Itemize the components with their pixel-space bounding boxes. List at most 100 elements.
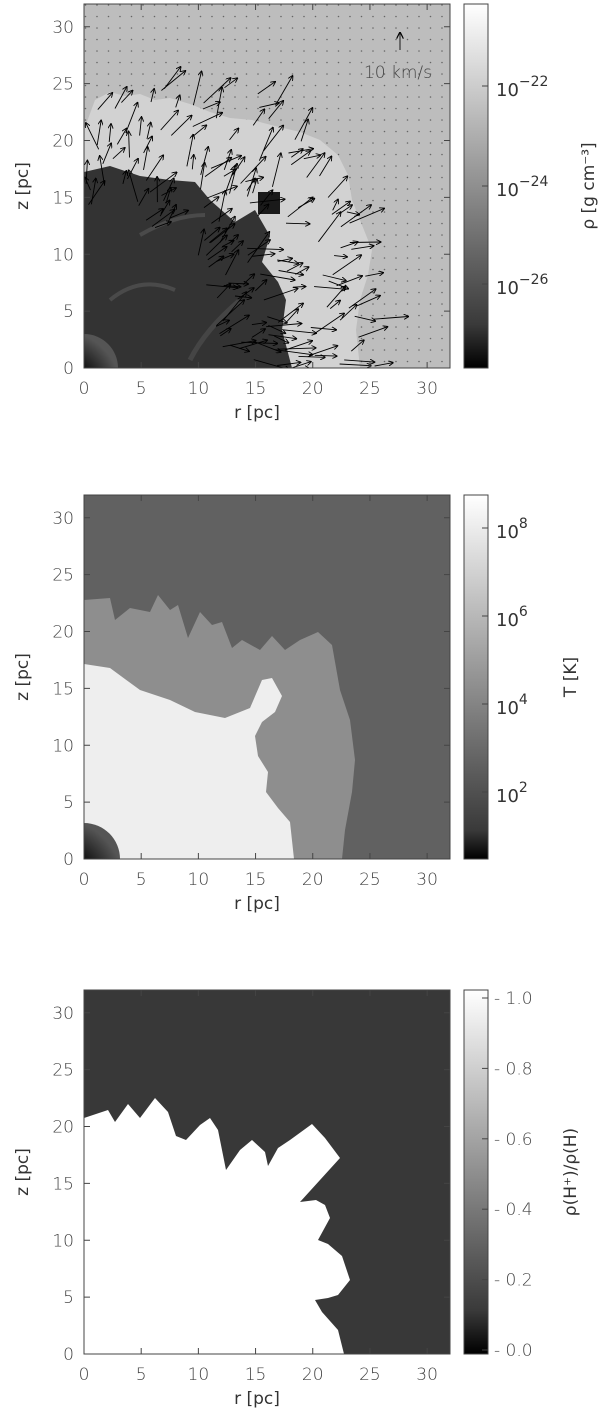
- velocity-vector: [121, 91, 132, 103]
- velocity-vector: [97, 93, 113, 110]
- density-filament: [139, 213, 206, 237]
- velocity-key: 10 km/s: [364, 33, 432, 83]
- ionization-cbtick-label: - 0.0: [494, 1341, 533, 1361]
- density-xtick-label: 10: [188, 379, 210, 399]
- density-ytick-label: 0: [63, 359, 74, 379]
- velocity-vector: [209, 228, 227, 244]
- density-ytick-label: 25: [52, 75, 74, 95]
- density-xtick-label: 5: [136, 379, 147, 399]
- ionization-ytick-label: 20: [52, 1118, 74, 1138]
- velocity-vector: [275, 349, 312, 355]
- temperature-cbtick-label: 102: [496, 780, 528, 807]
- velocity-vector: [122, 171, 126, 185]
- velocity-vector: [374, 363, 393, 367]
- temperature-xtick-label: 10: [188, 870, 210, 890]
- velocity-vector: [338, 205, 352, 215]
- velocity-vector: [334, 256, 347, 257]
- velocity-vector: [170, 116, 191, 136]
- density-frame: [83, 3, 451, 369]
- velocity-vector: [275, 76, 293, 106]
- ionization-panel: [84, 990, 450, 1354]
- velocity-vector: [303, 155, 321, 160]
- ionization-ytick-label: 10: [52, 1231, 74, 1251]
- density-xtick-label: 15: [245, 379, 267, 399]
- ionization-cbtick-label: - 0.2: [494, 1271, 533, 1291]
- velocity-vector: [286, 309, 298, 323]
- velocity-vector: [204, 158, 231, 177]
- temperature-ylabel: z [pc]: [13, 653, 33, 701]
- velocity-vector: [318, 212, 340, 243]
- ionization-ytick-label: 30: [52, 1004, 74, 1024]
- velocity-vector: [277, 348, 316, 349]
- temperature-ytick-label: 25: [52, 566, 74, 586]
- velocity-vector: [85, 178, 91, 191]
- velocity-vector: [205, 235, 227, 256]
- velocity-vector: [267, 316, 287, 323]
- velocity-vector: [154, 222, 171, 229]
- density-xtick-label: 0: [79, 379, 90, 399]
- velocity-vector: [216, 284, 230, 299]
- velocity-vector: [332, 255, 362, 276]
- velocity-vector: [225, 250, 239, 276]
- velocity-key-label: 10 km/s: [364, 63, 432, 83]
- temperature-ytick-label: 10: [52, 736, 74, 756]
- velocity-vector: [254, 280, 266, 292]
- velocity-vector: [207, 247, 227, 261]
- ionization-xtick-label: 0: [79, 1365, 90, 1385]
- ionization-xtick-label: 5: [136, 1365, 147, 1385]
- velocity-vector: [253, 359, 290, 368]
- velocity-vector: [247, 240, 270, 256]
- velocity-vector: [249, 199, 285, 204]
- velocity-vector: [257, 82, 275, 95]
- velocity-vector: [186, 135, 193, 167]
- ionization-ytick-label: 25: [52, 1061, 74, 1081]
- velocity-vector: [114, 87, 127, 109]
- velocity-vector: [129, 132, 130, 158]
- ionization-cbtick-label: - 0.6: [494, 1130, 533, 1150]
- velocity-vector: [258, 128, 273, 161]
- ionization-xtick-label: 10: [188, 1365, 210, 1385]
- velocity-vector: [263, 289, 298, 301]
- density-ytick-label: 5: [63, 302, 74, 322]
- ionization-frame: [83, 989, 451, 1355]
- velocity-vector: [340, 205, 371, 228]
- velocity-vector: [349, 242, 381, 243]
- temperature-xtick-label: 20: [302, 870, 324, 890]
- temperature-colorbar-ramp: [463, 494, 489, 860]
- velocity-vector: [354, 315, 376, 321]
- velocity-vector: [210, 156, 241, 169]
- velocity-vector: [169, 211, 188, 219]
- velocity-vector: [319, 157, 332, 177]
- temperature-cbtick-label: 106: [496, 604, 528, 631]
- velocity-vector: [219, 315, 249, 334]
- velocity-vector: [247, 232, 270, 263]
- density-xtick-label: 25: [359, 379, 381, 399]
- velocity-vector: [231, 241, 243, 253]
- temperature-ytick-label: 30: [52, 509, 74, 529]
- ionization-hii-region: [84, 1098, 350, 1354]
- velocity-vector: [332, 200, 338, 211]
- velocity-vector: [202, 102, 220, 110]
- velocity-vector: [277, 362, 300, 366]
- density-cbtick-label: 10−26: [496, 272, 549, 299]
- axes-layer: 0 5 10 15 20 25 30 0 5 10 15 20 25 30 r [pc] z [pc] 0 5 10…: [13, 4, 450, 1409]
- velocity-vector: [109, 124, 111, 142]
- ionization-xtick-label: 30: [416, 1365, 438, 1385]
- velocity-vector: [151, 89, 154, 103]
- velocity-vector: [143, 137, 153, 154]
- velocity-vector: [175, 95, 180, 108]
- velocity-vector: [252, 254, 274, 256]
- ionization-ytick-label: 0: [63, 1345, 74, 1365]
- velocity-vector: [191, 125, 206, 138]
- temperature-ytick-label: 0: [63, 850, 74, 870]
- velocity-vector: [268, 101, 284, 119]
- velocity-vector: [211, 209, 232, 224]
- velocity-vector: [278, 270, 304, 275]
- ionization-ytick-label: 5: [63, 1288, 74, 1308]
- temperature-ytick-label: 20: [52, 623, 74, 643]
- temperature-central-sphere: [84, 823, 120, 859]
- velocity-vector: [344, 360, 374, 362]
- velocity-vector: [165, 188, 171, 204]
- velocity-vector: [218, 191, 225, 222]
- ionization-xtick-label: 20: [302, 1365, 324, 1385]
